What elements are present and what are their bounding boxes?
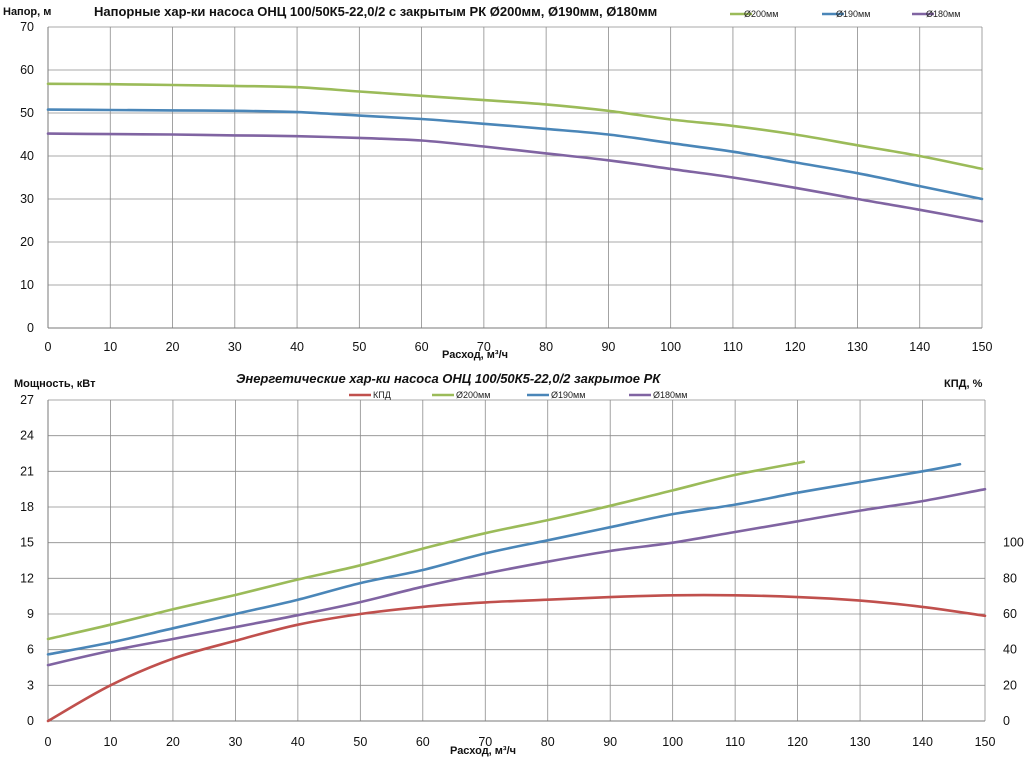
x-tick-label: 10 xyxy=(103,340,117,354)
legend-label: Ø200мм xyxy=(744,9,778,19)
x-tick-label: 80 xyxy=(541,735,555,749)
legend-label: Ø190мм xyxy=(551,390,585,400)
x-tick-label: 130 xyxy=(850,735,871,749)
chart-title: Напорные хар-ки насоса ОНЦ 100/50К5-22,0… xyxy=(94,4,657,19)
y-tick-label: 15 xyxy=(20,536,34,550)
y-tick-label: 0 xyxy=(27,714,34,728)
x-tick-label: 100 xyxy=(660,340,681,354)
legend-item: Ø190мм xyxy=(822,9,870,19)
y2-tick-label: 100 xyxy=(1003,536,1024,550)
legend-item: Ø200мм xyxy=(730,9,778,19)
y-tick-label: 60 xyxy=(20,63,34,77)
x-tick-label: 20 xyxy=(166,735,180,749)
y2-tick-label: 0 xyxy=(1003,714,1010,728)
x-tick-label: 150 xyxy=(975,735,996,749)
x-tick-label: 0 xyxy=(45,735,52,749)
x-tick-label: 150 xyxy=(972,340,993,354)
y2-tick-label: 60 xyxy=(1003,607,1017,621)
x-tick-label: 40 xyxy=(291,735,305,749)
y-tick-label: 21 xyxy=(20,464,34,478)
y-tick-label: 18 xyxy=(20,500,34,514)
y2-axis-title: КПД, % xyxy=(944,378,983,390)
x-tick-label: 50 xyxy=(353,735,367,749)
series-line-Ø190мм xyxy=(46,462,962,656)
y2-tick-label: 20 xyxy=(1003,678,1017,692)
legend-item: Ø190мм xyxy=(527,390,585,400)
x-axis-title: Расход, м³/ч xyxy=(442,349,508,361)
y-tick-label: 20 xyxy=(20,235,34,249)
chart-title: Энергетические хар-ки насоса ОНЦ 100/50К… xyxy=(236,371,661,386)
x-tick-label: 70 xyxy=(478,735,492,749)
x-tick-label: 140 xyxy=(912,735,933,749)
legend-label: Ø200мм xyxy=(456,390,490,400)
legend-label: Ø180мм xyxy=(653,390,687,400)
y-tick-label: 70 xyxy=(20,20,34,34)
y-axis-title: Мощность, кВт xyxy=(14,378,96,390)
y-tick-label: 27 xyxy=(20,393,34,407)
series-line-Ø180мм xyxy=(46,132,984,223)
x-tick-label: 60 xyxy=(416,735,430,749)
y-tick-label: 50 xyxy=(20,106,34,120)
x-tick-label: 100 xyxy=(662,735,683,749)
x-tick-label: 50 xyxy=(352,340,366,354)
x-tick-label: 10 xyxy=(104,735,118,749)
x-tick-label: 20 xyxy=(166,340,180,354)
legend-item: Ø200мм xyxy=(432,390,490,400)
legend-item: КПД xyxy=(349,390,391,400)
x-tick-label: 70 xyxy=(477,340,491,354)
chart-1: 0 10 20 30 40 50 60 70 80 90 100 110 120 130 140 150 0 10… xyxy=(3,4,992,361)
x-tick-label: 140 xyxy=(909,340,930,354)
x-tick-label: 0 xyxy=(45,340,52,354)
y-tick-label: 0 xyxy=(27,321,34,335)
legend-item: Ø180мм xyxy=(629,390,687,400)
y-tick-label: 9 xyxy=(27,607,34,621)
x-tick-label: 90 xyxy=(603,735,617,749)
legend-item: Ø180мм xyxy=(912,9,960,19)
x-tick-label: 120 xyxy=(787,735,808,749)
x-tick-label: 110 xyxy=(725,735,745,749)
legend-label: Ø190мм xyxy=(836,9,870,19)
chart-2: 0 10 20 30 40 50 60 70 80 90 100 110 120 130 140 150036… xyxy=(14,371,1024,757)
x-tick-label: 30 xyxy=(228,340,242,354)
x-tick-label: 90 xyxy=(601,340,615,354)
y-tick-label: 12 xyxy=(20,571,34,585)
x-tick-label: 130 xyxy=(847,340,868,354)
x-tick-label: 120 xyxy=(785,340,806,354)
y-tick-label: 40 xyxy=(20,149,34,163)
x-tick-label: 110 xyxy=(723,340,743,354)
y-tick-label: 24 xyxy=(20,429,34,443)
y2-tick-label: 80 xyxy=(1003,571,1017,585)
legend-label: Ø180мм xyxy=(926,9,960,19)
y-tick-label: 30 xyxy=(20,192,34,206)
y-tick-label: 6 xyxy=(27,643,34,657)
x-tick-label: 60 xyxy=(415,340,429,354)
series-line-КПД xyxy=(46,593,987,723)
y-tick-label: 10 xyxy=(20,278,34,292)
x-axis-title: Расход, м³/ч xyxy=(450,745,516,757)
x-tick-label: 30 xyxy=(228,735,242,749)
y-tick-label: 3 xyxy=(27,678,34,692)
x-tick-label: 40 xyxy=(290,340,304,354)
series-line-Ø200мм xyxy=(46,82,984,171)
y-axis-title: Напор, м xyxy=(3,6,51,18)
series-line-Ø200мм xyxy=(46,460,806,641)
series-line-Ø190мм xyxy=(46,108,984,201)
y2-tick-label: 40 xyxy=(1003,643,1017,657)
x-tick-label: 80 xyxy=(539,340,553,354)
series-line-Ø180мм xyxy=(46,487,987,667)
legend-label: КПД xyxy=(373,390,391,400)
